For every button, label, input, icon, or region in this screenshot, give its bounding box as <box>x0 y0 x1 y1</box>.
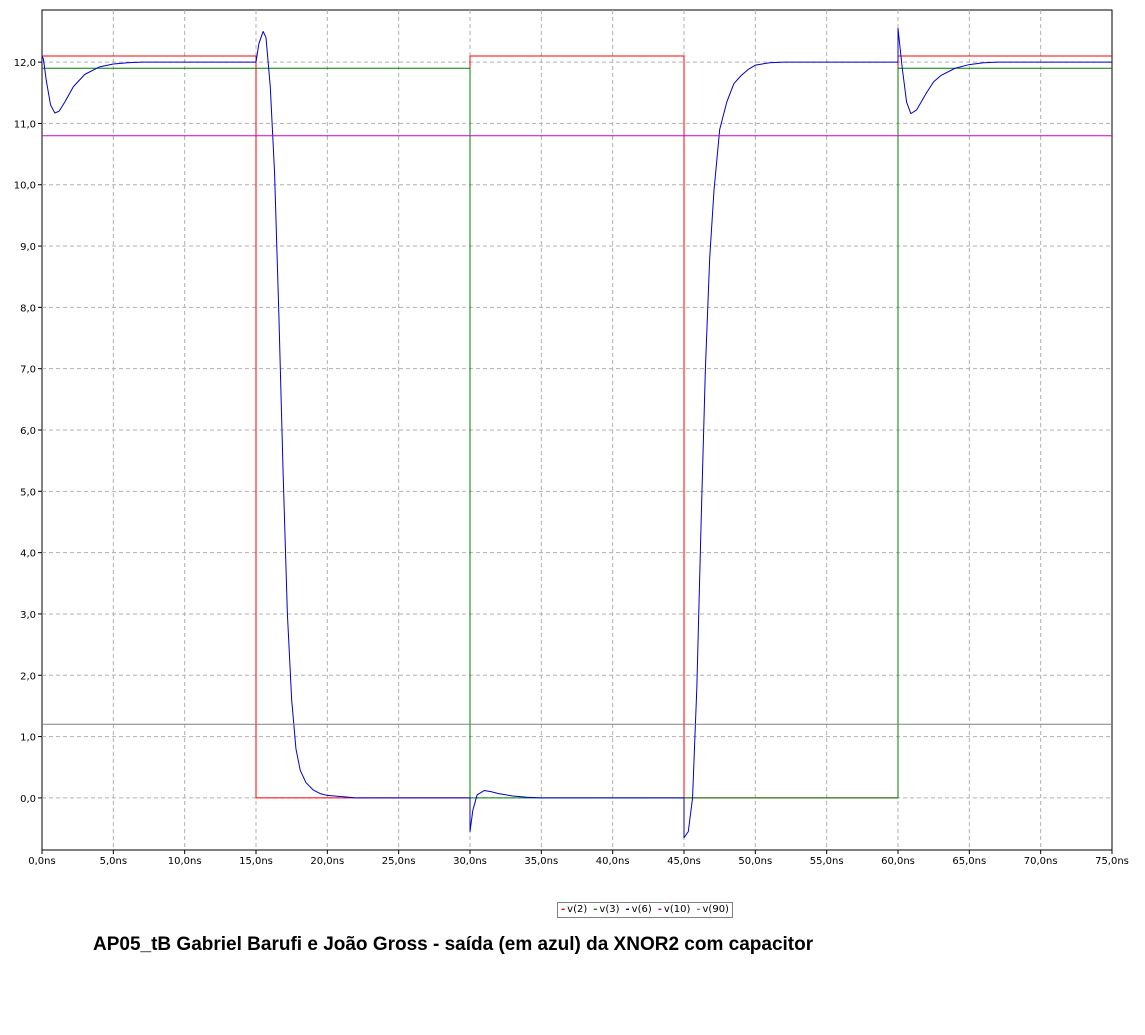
x-axis-ticks: 0,0ns 5,0ns 10,0ns 15,0ns 20,0ns 25,0ns 30,0ns… <box>28 850 1129 867</box>
y-tick-label: 10,0 <box>14 181 36 192</box>
x-tick-label: 75,0ns <box>1095 856 1129 867</box>
y-tick-label: 11,0 <box>14 119 36 130</box>
legend-swatch: - <box>561 903 565 917</box>
x-tick-label: 45,0ns <box>667 856 701 867</box>
y-tick-label: 12,0 <box>14 58 36 69</box>
y-tick-label: 8,0 <box>20 303 36 314</box>
legend-label: v(10) <box>664 903 690 917</box>
x-tick-label: 35,0ns <box>524 856 558 867</box>
y-tick-label: 9,0 <box>20 242 36 253</box>
legend-label: v(90) <box>703 903 729 917</box>
x-tick-label: 20,0ns <box>310 856 344 867</box>
x-tick-label: 70,0ns <box>1024 856 1058 867</box>
legend-label: v(3) <box>599 903 619 917</box>
legend-item: - v(90) <box>696 903 729 917</box>
x-tick-label: 5,0ns <box>100 856 127 867</box>
legend-swatch: - <box>658 903 662 917</box>
y-tick-label: 6,0 <box>20 426 36 437</box>
x-tick-label: 15,0ns <box>239 856 273 867</box>
y-tick-label: 1,0 <box>20 733 36 744</box>
x-tick-label: 25,0ns <box>382 856 416 867</box>
legend-item: - v(10) <box>658 903 691 917</box>
x-tick-label: 30,0ns <box>453 856 487 867</box>
x-tick-label: 60,0ns <box>881 856 915 867</box>
y-tick-label: 2,0 <box>20 671 36 682</box>
legend-label: v(2) <box>567 903 587 917</box>
legend-swatch: - <box>696 903 700 917</box>
x-tick-label: 65,0ns <box>952 856 986 867</box>
y-axis-ticks: 0,0 1,0 2,0 3,0 4,0 5,0 6,0 7,0 8,0 9,0 10,0 11,0 12… <box>14 58 42 805</box>
x-tick-label: 55,0ns <box>810 856 844 867</box>
legend-item: - v(2) <box>561 903 587 917</box>
chart-plot: 0,0ns 5,0ns 10,0ns 15,0ns 20,0ns 25,0ns 30,0ns… <box>0 0 1145 930</box>
x-tick-label: 50,0ns <box>738 856 772 867</box>
y-tick-label: 3,0 <box>20 610 36 621</box>
y-tick-label: 5,0 <box>20 487 36 498</box>
chart-caption: AP05_tB Gabriel Barufi e João Gross - sa… <box>93 934 813 956</box>
legend-item: - v(6) <box>626 903 652 917</box>
legend: - v(2) - v(3) - v(6) - v(10) - v(90) <box>557 902 733 918</box>
y-tick-label: 0,0 <box>20 794 36 805</box>
x-tick-label: 0,0ns <box>28 856 55 867</box>
y-tick-label: 4,0 <box>20 549 36 560</box>
legend-swatch: - <box>593 903 597 917</box>
y-tick-label: 7,0 <box>20 365 36 376</box>
legend-item: - v(3) <box>593 903 619 917</box>
x-tick-label: 40,0ns <box>596 856 630 867</box>
x-tick-label: 10,0ns <box>168 856 202 867</box>
legend-swatch: - <box>626 903 630 917</box>
legend-label: v(6) <box>632 903 652 917</box>
